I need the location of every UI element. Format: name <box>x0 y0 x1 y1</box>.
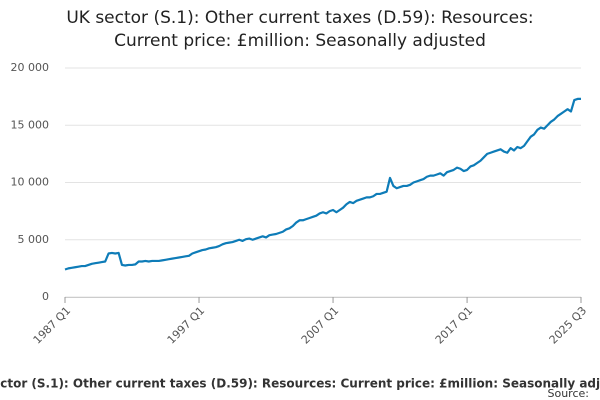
source: Source: <box>548 387 590 400</box>
y-tick-label: 20 000 <box>11 61 50 74</box>
x-tick-label: 1997 Q1 <box>165 304 208 347</box>
x-tick-label: 2025 Q3 <box>547 304 590 347</box>
chart-title: Current price: £million: Seasonally adju… <box>114 31 486 51</box>
chart-title: UK sector (S.1): Other current taxes (D.… <box>66 8 533 28</box>
x-tick-label: 2017 Q1 <box>433 304 476 347</box>
y-tick-label: 5 000 <box>18 233 50 246</box>
data-line <box>64 97 581 271</box>
x-tick-label: 2007 Q1 <box>299 304 342 347</box>
y-tick-label: 15 000 <box>11 118 50 131</box>
x-tick-label: 1987 Q1 <box>31 304 74 347</box>
footer-title: UK sector (S.1): Other current taxes (D.… <box>0 377 600 391</box>
y-tick-label: 10 000 <box>11 176 50 189</box>
y-tick-label: 0 <box>42 290 49 303</box>
